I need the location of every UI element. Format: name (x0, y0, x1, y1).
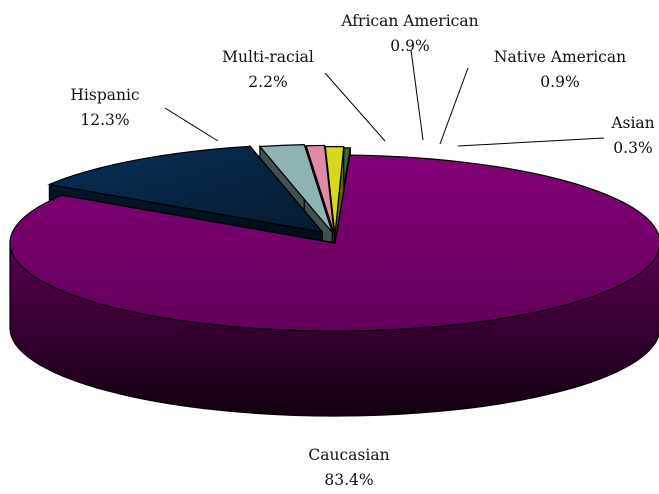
slice-value-hispanic: 12.3% (80, 111, 129, 129)
slice-label-hispanic: Hispanic (70, 86, 139, 104)
pie-slice-caucasian (9, 154, 659, 417)
pie-slice-hispanic-top (47, 145, 324, 234)
slice-label-multi-racial: Multi-racial (222, 48, 314, 66)
pie-slice-multi-racial-top (258, 144, 333, 233)
slice-value-asian: 0.3% (613, 139, 652, 157)
slice-label-native-american: Native American (494, 48, 626, 66)
pie-slice-native-american-top (324, 146, 345, 235)
slice-value-caucasian: 83.4% (324, 471, 373, 489)
pie-slice-caucasian-top (9, 154, 659, 332)
leader-line-native-american (439, 67, 469, 145)
slice-label-asian: Asian (610, 114, 654, 132)
slice-label-african-american: African American (340, 12, 478, 30)
slice-value-native-american: 0.9% (540, 73, 579, 91)
leader-line-asian (457, 137, 605, 147)
leader-line-multi-racial (324, 72, 386, 142)
leader-line-hispanic (164, 107, 219, 142)
slice-label-caucasian: Caucasian (308, 446, 389, 464)
slice-value-african-american: 0.9% (390, 37, 429, 55)
leader-line-african-american (410, 49, 424, 141)
pie-slice-african-american-top (305, 144, 335, 234)
slice-value-multi-racial: 2.2% (248, 73, 287, 91)
